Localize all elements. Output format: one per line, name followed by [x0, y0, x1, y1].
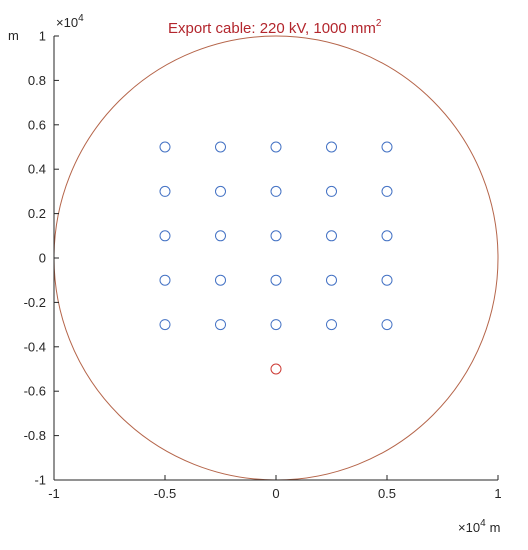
y-tick-label: -0.6 — [24, 384, 46, 399]
turbine-marker — [327, 320, 337, 330]
y-tick-label: 0.8 — [28, 73, 46, 88]
y-axis-exponent-label: ×104 — [56, 13, 84, 30]
turbine-marker — [271, 142, 281, 152]
y-axis-exponent-power: 4 — [78, 13, 84, 24]
y-tick-label: 0.6 — [28, 117, 46, 132]
turbine-marker — [271, 275, 281, 285]
x-tick-label: 0.5 — [378, 486, 396, 501]
turbine-marker — [382, 231, 392, 241]
site-boundary-circle — [54, 36, 498, 480]
turbine-marker — [271, 320, 281, 330]
y-axis-exponent-base: ×10 — [56, 15, 78, 30]
turbine-marker — [160, 231, 170, 241]
turbine-marker — [160, 320, 170, 330]
x-tick-label: 1 — [494, 486, 501, 501]
turbine-marker — [327, 275, 337, 285]
turbine-marker — [327, 186, 337, 196]
turbine-marker — [271, 231, 281, 241]
chart-title-text: Export cable: 220 kV, 1000 mm — [168, 20, 376, 37]
substation-marker — [271, 364, 281, 374]
turbine-marker — [382, 186, 392, 196]
turbine-marker — [160, 142, 170, 152]
x-axis-unit-label: m — [490, 520, 501, 535]
turbine-marker — [160, 186, 170, 196]
y-tick-label: 0.2 — [28, 206, 46, 221]
y-tick-label: 0.4 — [28, 162, 46, 177]
turbine-marker — [160, 275, 170, 285]
turbine-marker — [216, 275, 226, 285]
turbine-marker — [382, 320, 392, 330]
x-tick-label: -0.5 — [154, 486, 176, 501]
y-tick-label: 1 — [39, 29, 46, 44]
turbine-marker — [216, 320, 226, 330]
turbine-marker — [271, 186, 281, 196]
turbine-marker — [216, 142, 226, 152]
turbine-marker — [382, 275, 392, 285]
x-tick-label: 0 — [272, 486, 279, 501]
x-tick-label: -1 — [48, 486, 60, 501]
y-tick-label: -0.4 — [24, 339, 46, 354]
x-axis-exponent-base: ×10 — [458, 520, 480, 535]
x-axis-exponent-power: 4 — [480, 518, 486, 529]
y-axis-unit-label: m — [8, 28, 19, 43]
y-tick-label: 0 — [39, 251, 46, 266]
turbine-marker — [382, 142, 392, 152]
x-axis-exponent-label: ×104 m — [458, 518, 500, 535]
chart-title-superscript: 2 — [376, 18, 382, 29]
turbine-marker — [216, 186, 226, 196]
turbine-marker — [327, 142, 337, 152]
y-tick-label: -0.8 — [24, 428, 46, 443]
turbine-marker — [216, 231, 226, 241]
y-tick-label: -1 — [34, 473, 46, 488]
chart-title: Export cable: 220 kV, 1000 mm2 — [168, 18, 382, 37]
turbine-marker — [327, 231, 337, 241]
y-tick-label: -0.2 — [24, 295, 46, 310]
